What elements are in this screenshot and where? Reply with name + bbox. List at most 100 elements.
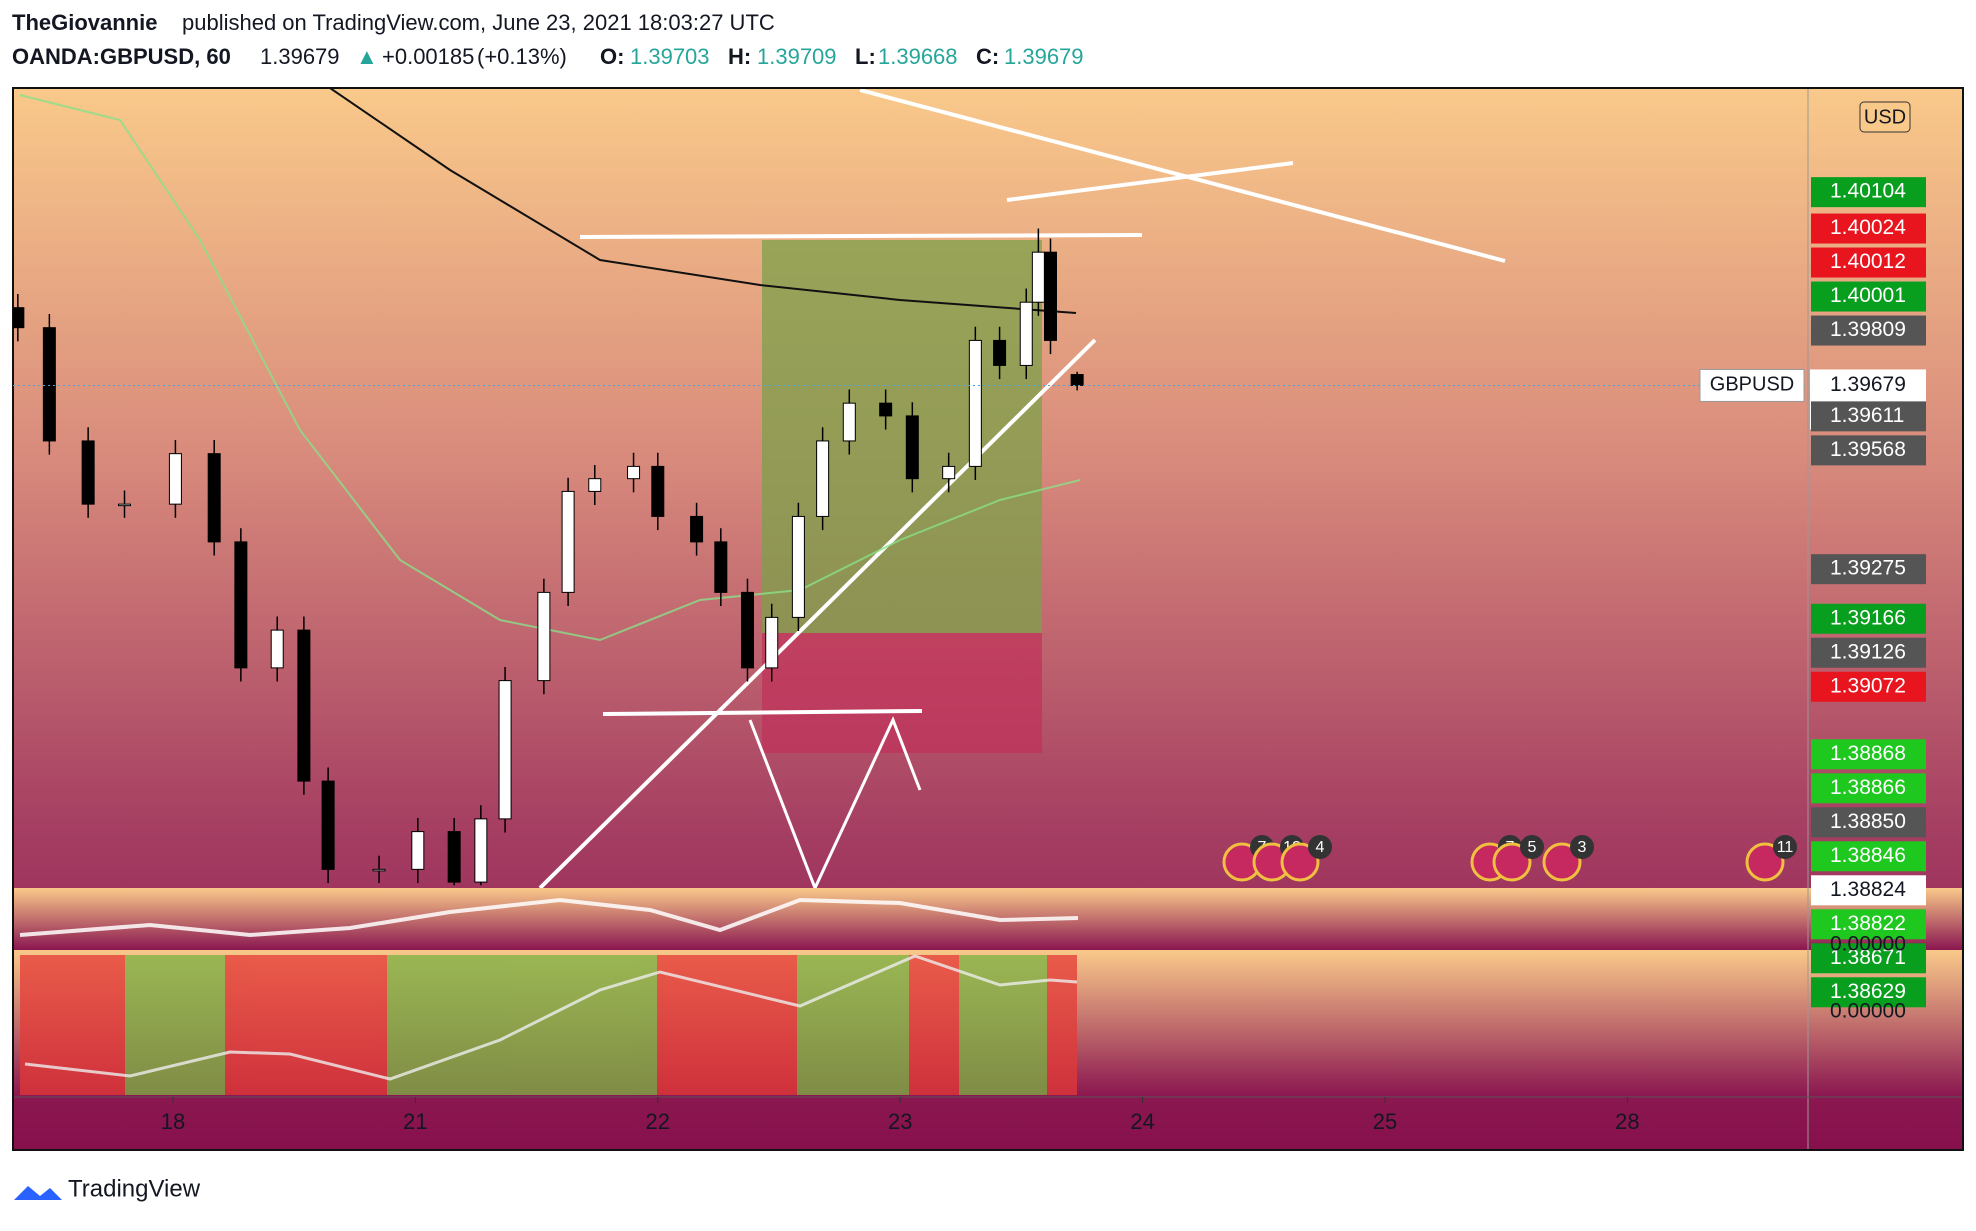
candle-body bbox=[234, 541, 248, 669]
price-label-text: 1.38824 bbox=[1830, 878, 1906, 901]
last-price-text: 1.39679 bbox=[1830, 373, 1906, 396]
zone bbox=[797, 955, 909, 1095]
candle-body bbox=[1070, 374, 1084, 386]
l-label: L: bbox=[855, 44, 876, 69]
chart-frame bbox=[12, 87, 1964, 1151]
trend-line bbox=[538, 338, 1097, 888]
price-label bbox=[1811, 315, 1926, 346]
candle-body bbox=[168, 453, 182, 505]
candle-body bbox=[411, 831, 425, 870]
open: 1.39703 bbox=[630, 44, 710, 69]
c-label: C: bbox=[976, 44, 999, 69]
candle-body bbox=[561, 490, 575, 593]
candle-body bbox=[816, 440, 830, 517]
candle-body bbox=[765, 616, 779, 669]
candle-body bbox=[905, 415, 919, 480]
zone bbox=[1047, 955, 1077, 1095]
x-tick-label: 28 bbox=[1615, 1109, 1639, 1134]
symbol-legend: OANDA:GBPUSD, 60 1.39679 ▲ +0.00185 (+0.… bbox=[12, 44, 1084, 69]
price-label bbox=[1811, 773, 1926, 804]
price-label bbox=[1811, 841, 1926, 872]
candle-body bbox=[42, 327, 56, 442]
brand: TradingView bbox=[68, 1175, 201, 1202]
event-count: 11 bbox=[1777, 839, 1794, 856]
price-label bbox=[1811, 977, 1926, 1008]
price-label-text: 1.38671 bbox=[1830, 946, 1906, 969]
change: +0.00185 bbox=[382, 44, 474, 69]
event-badge bbox=[1520, 835, 1544, 859]
price-label bbox=[1811, 875, 1926, 906]
price-label-text: 1.39126 bbox=[1830, 640, 1906, 663]
price-label bbox=[1811, 435, 1926, 466]
price-label-text: 1.40012 bbox=[1830, 250, 1906, 273]
event-icon bbox=[1492, 842, 1532, 882]
projection bbox=[748, 716, 922, 888]
candle-body bbox=[879, 402, 893, 417]
price-label bbox=[1811, 603, 1926, 634]
signal-line bbox=[24, 954, 1078, 1081]
x-tick-label: 23 bbox=[888, 1109, 912, 1134]
symbol: OANDA:GBPUSD, 60 bbox=[12, 44, 231, 69]
moving-average bbox=[329, 88, 1077, 314]
author: TheGiovannie bbox=[12, 10, 157, 35]
currency: USD bbox=[1864, 106, 1906, 128]
x-tick-label: 25 bbox=[1373, 1109, 1397, 1134]
x-tick-label: 18 bbox=[161, 1109, 185, 1134]
price-label bbox=[1811, 281, 1926, 312]
price-label-text: 1.39166 bbox=[1830, 606, 1906, 629]
candle-body bbox=[207, 453, 221, 543]
event-count: 3 bbox=[1578, 839, 1587, 856]
support-line bbox=[602, 709, 923, 716]
zone bbox=[959, 955, 1047, 1095]
zone bbox=[20, 955, 125, 1095]
candle-body bbox=[1031, 251, 1045, 303]
price-label-text: 1.39809 bbox=[1830, 318, 1906, 341]
pane-scale-label: 0.00000 bbox=[1830, 1000, 1906, 1023]
candle-body bbox=[627, 465, 641, 480]
price-label bbox=[1811, 671, 1926, 702]
currency-badge bbox=[1859, 101, 1911, 133]
price-label-text: 1.38868 bbox=[1830, 742, 1906, 765]
candle-body bbox=[740, 591, 754, 669]
price-label bbox=[1811, 943, 1926, 974]
zone bbox=[387, 955, 657, 1095]
price-label-text: 1.38629 bbox=[1830, 980, 1906, 1003]
logo-icon bbox=[14, 1186, 62, 1200]
close: 1.39679 bbox=[1004, 44, 1084, 69]
candle-body bbox=[968, 339, 982, 467]
price-label bbox=[1811, 739, 1926, 770]
candle-body bbox=[270, 629, 284, 669]
pane-scale-label: 0.00000 bbox=[1830, 933, 1906, 956]
candle-body bbox=[13, 307, 25, 329]
candle-body bbox=[651, 465, 665, 517]
x-tick-label: 21 bbox=[403, 1109, 427, 1134]
symbol-tag-text: GBPUSD bbox=[1710, 374, 1794, 396]
candle-body bbox=[690, 515, 704, 543]
price-label-text: 1.38866 bbox=[1830, 776, 1906, 799]
event-badge bbox=[1308, 835, 1332, 859]
price-label-text: 1.40024 bbox=[1830, 216, 1906, 239]
price-label bbox=[1811, 909, 1926, 940]
event-badge bbox=[1570, 835, 1594, 859]
price-label bbox=[1811, 401, 1926, 432]
candle-body bbox=[1043, 251, 1057, 341]
event-badge bbox=[1773, 835, 1797, 859]
event-icon bbox=[1745, 842, 1785, 882]
candle-body bbox=[498, 680, 512, 820]
trend-line bbox=[1006, 161, 1294, 202]
price-label-text: 1.38850 bbox=[1830, 810, 1906, 833]
change-pct: (+0.13%) bbox=[477, 44, 567, 69]
price-label-text: 1.39568 bbox=[1830, 438, 1906, 461]
event-icon bbox=[1280, 842, 1320, 882]
candle-body bbox=[474, 818, 488, 883]
last: 1.39679 bbox=[260, 44, 340, 69]
resistance-line bbox=[579, 233, 1143, 239]
arrow: ▲ bbox=[356, 44, 378, 69]
price-label-text: 1.39611 bbox=[1830, 404, 1904, 427]
candle-body bbox=[714, 541, 728, 593]
trend-line bbox=[859, 88, 1506, 263]
candle-body bbox=[993, 339, 1007, 366]
low: 1.39668 bbox=[878, 44, 958, 69]
price-label bbox=[1811, 247, 1926, 278]
x-tick-label: 22 bbox=[646, 1109, 670, 1134]
